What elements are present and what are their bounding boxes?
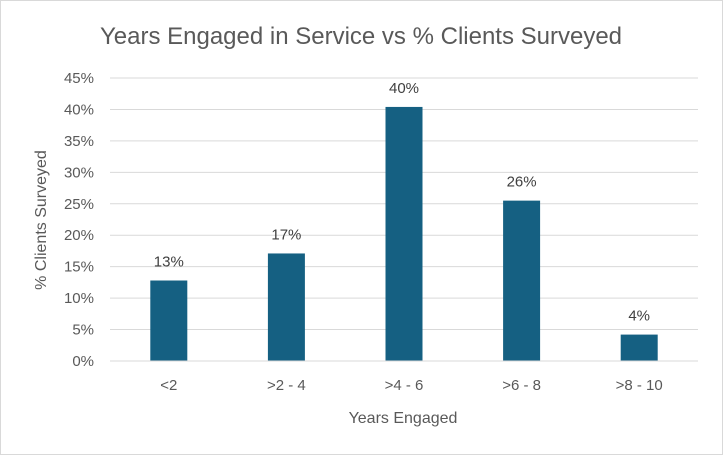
bar bbox=[503, 200, 541, 361]
y-tick-label: 25% bbox=[64, 196, 94, 213]
bar bbox=[267, 253, 305, 361]
data-label: 4% bbox=[628, 308, 650, 325]
x-tick-label: <2 bbox=[160, 377, 177, 394]
y-tick-label: 5% bbox=[72, 322, 94, 339]
y-tick-label: 15% bbox=[64, 259, 94, 276]
bar bbox=[150, 280, 188, 361]
y-tick-label: 0% bbox=[72, 353, 94, 370]
x-axis-label: Years Engaged bbox=[349, 410, 458, 427]
data-label: 40% bbox=[389, 80, 419, 97]
y-tick-label: 35% bbox=[64, 133, 94, 150]
y-tick-label: 45% bbox=[64, 70, 94, 87]
chart-title: Years Engaged in Service vs % Clients Su… bbox=[100, 23, 622, 50]
y-tick-label: 40% bbox=[64, 101, 94, 118]
x-tick-label: >6 - 8 bbox=[502, 377, 541, 394]
data-label: 26% bbox=[507, 174, 537, 191]
y-axis-label: % Clients Surveyed bbox=[33, 150, 50, 290]
y-tick-label: 20% bbox=[64, 227, 94, 244]
x-tick-label: >4 - 6 bbox=[385, 377, 424, 394]
y-tick-label: 10% bbox=[64, 290, 94, 307]
x-axis-ticks: <2 >2 - 4 >4 - 6 >6 - 8 >8 - 10 bbox=[160, 377, 663, 394]
data-label: 17% bbox=[271, 226, 301, 243]
bar bbox=[385, 106, 423, 361]
bar bbox=[620, 334, 658, 361]
y-axis-ticks: 0% 5% 10% 15% 20% 25% 30% 35% 40% 45% bbox=[64, 70, 94, 370]
x-tick-label: >8 - 10 bbox=[616, 377, 663, 394]
x-tick-label: >2 - 4 bbox=[267, 377, 306, 394]
y-tick-label: 30% bbox=[64, 164, 94, 181]
data-label: 13% bbox=[154, 254, 184, 271]
data-labels: 13% 17% 40% 26% 4% bbox=[154, 80, 650, 325]
bars bbox=[150, 106, 658, 361]
